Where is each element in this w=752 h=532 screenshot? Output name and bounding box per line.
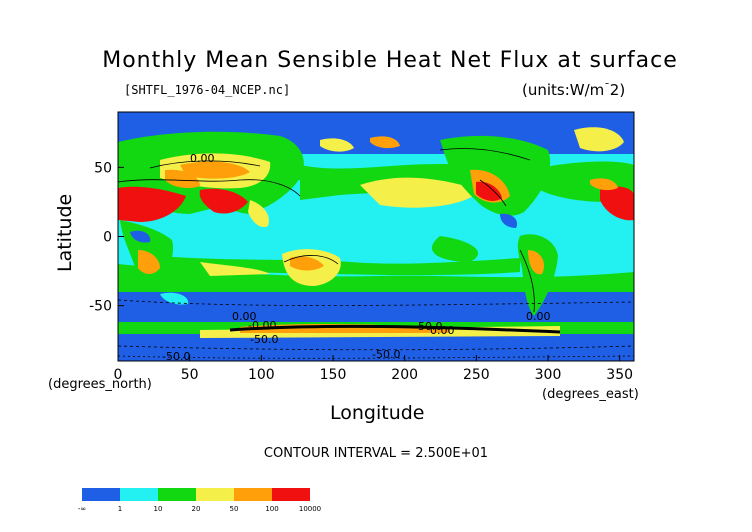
x-axis-label: Longitude	[330, 402, 425, 424]
colorbar-label: 10000	[298, 505, 322, 513]
y-tick-label: -50	[89, 299, 112, 315]
contour-label: -50.0	[250, 333, 278, 346]
colorbar-swatch	[158, 488, 196, 501]
x-tick-label: 250	[463, 367, 490, 383]
contour-interval: CONTOUR INTERVAL = 2.500E+01	[263, 446, 489, 461]
contour-label: -50.0	[372, 348, 400, 361]
units-label: (units:W/m¯2)	[522, 81, 626, 99]
colorbar-swatch	[82, 488, 120, 501]
west-sahara-hotspot	[600, 186, 634, 221]
south-america	[517, 234, 558, 316]
southern-ocean-band	[118, 286, 634, 322]
colorbar-label: 100	[265, 505, 279, 513]
colorbar-swatch	[272, 488, 310, 501]
colorbar-swatch	[120, 488, 158, 501]
x-axis-units: (degrees_east)	[542, 387, 639, 402]
contour-label: 0.00	[430, 324, 455, 337]
sahara-hotspot	[118, 186, 186, 222]
contour-lines	[118, 148, 634, 359]
colorbar-label: 50	[229, 505, 239, 513]
contour-label: 0.00	[190, 152, 215, 165]
contour-label: 0.00	[526, 310, 551, 323]
colorbar-label: 1	[117, 505, 123, 513]
map-title: Monthly Mean Sensible Heat Net Flux at s…	[102, 48, 678, 73]
contour-label: 0.00	[232, 310, 257, 323]
x-tick-label: 200	[391, 367, 418, 383]
colorbar-label: 10	[153, 505, 163, 513]
x-tick-label: 100	[248, 367, 275, 383]
x-tick-label: 300	[535, 367, 562, 383]
y-tick-label: 50	[94, 160, 112, 176]
x-tick-label: 350	[606, 367, 633, 383]
colorbar-swatch	[234, 488, 272, 501]
contour-label-group: 0.00 0.00 -0.00 0.00 -50.0 0.00 -50.0 -5…	[162, 152, 551, 363]
colorbar-swatch	[196, 488, 234, 501]
x-tick-label: 150	[320, 367, 347, 383]
colorbar-label: -∞	[77, 505, 87, 513]
colorbar-label: 20	[191, 505, 201, 513]
x-ticks: 0 50 100 150 200 250 300 350	[114, 355, 633, 383]
contour-label: -0.00	[248, 319, 276, 332]
y-axis-label: Latitude	[54, 193, 76, 272]
y-axis-units: (degrees_north)	[48, 377, 152, 392]
x-tick-label: 50	[181, 367, 199, 383]
x-tick-label: 0	[114, 367, 123, 383]
y-ticks: 50 0 -50	[89, 160, 124, 315]
file-label: [SHTFL_1976-04_NCEP.nc]	[124, 83, 291, 97]
y-tick-label: 0	[103, 230, 112, 246]
contour-label: -50.0	[414, 320, 442, 333]
contour-label: -50.0	[162, 350, 190, 363]
